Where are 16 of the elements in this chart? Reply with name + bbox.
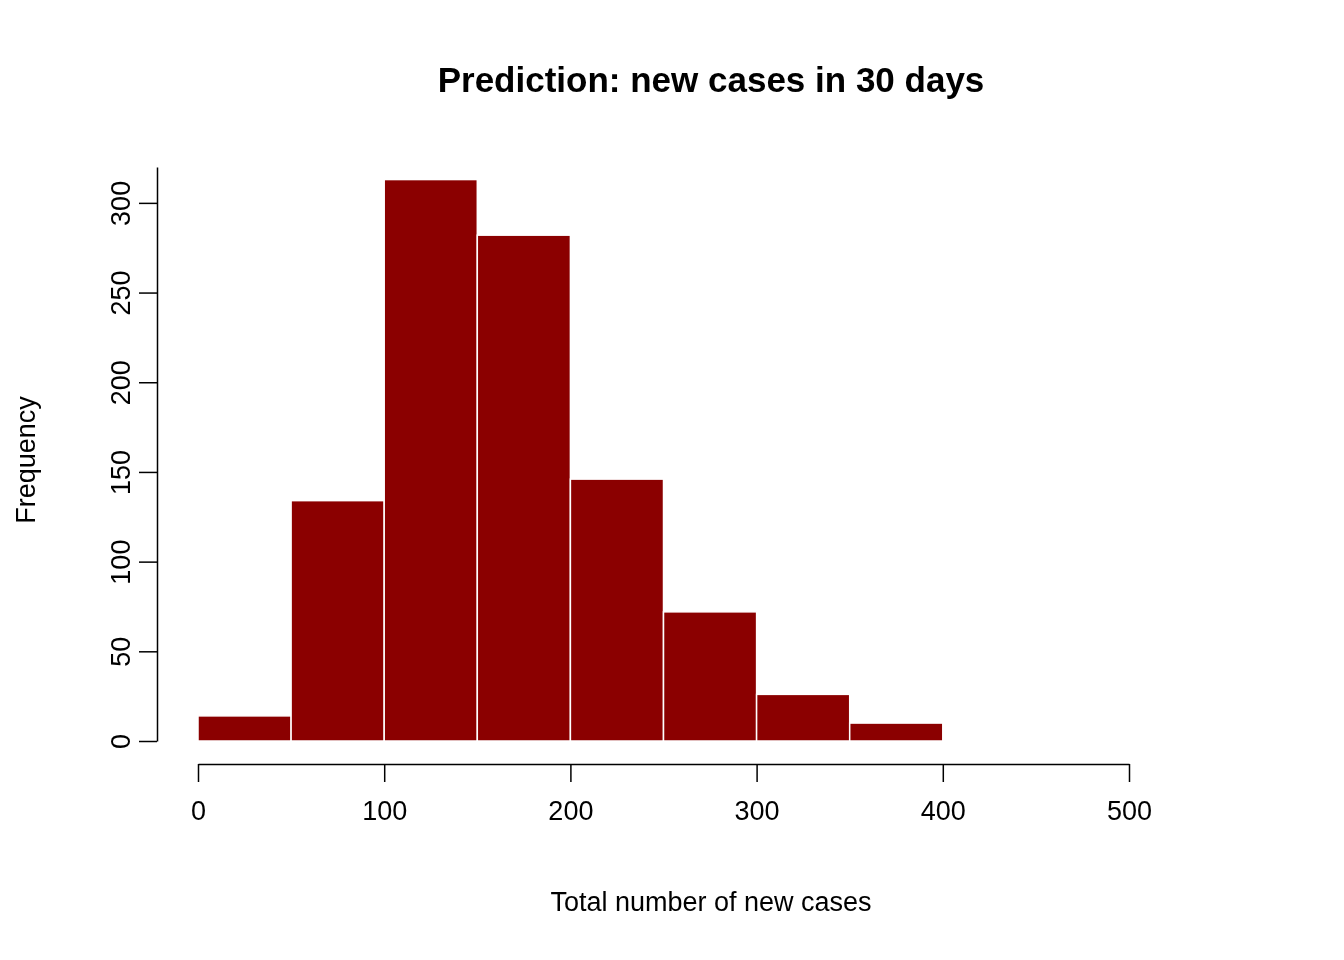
x-tick-label: 100 — [362, 796, 408, 827]
x-tick-label: 300 — [734, 796, 780, 827]
x-tick-label: 500 — [1106, 796, 1153, 827]
x-tick-label: 400 — [920, 796, 966, 827]
x-tick-label: 200 — [548, 796, 594, 827]
x-tick-label: 0 — [190, 796, 207, 827]
y-tick-label: 200 — [106, 360, 137, 406]
chart-title: Prediction: new cases in 30 days — [437, 60, 985, 99]
y-tick-label: 50 — [106, 636, 137, 667]
x-axis-title: Total number of new cases — [550, 887, 872, 917]
y-axis-title: Frequency — [11, 395, 41, 524]
y-tick-label: 250 — [106, 270, 137, 316]
y-tick-label: 300 — [106, 180, 137, 226]
y-tick-label: 100 — [106, 539, 137, 585]
y-tick-label: 150 — [106, 449, 137, 495]
y-tick-label: 0 — [106, 733, 137, 750]
